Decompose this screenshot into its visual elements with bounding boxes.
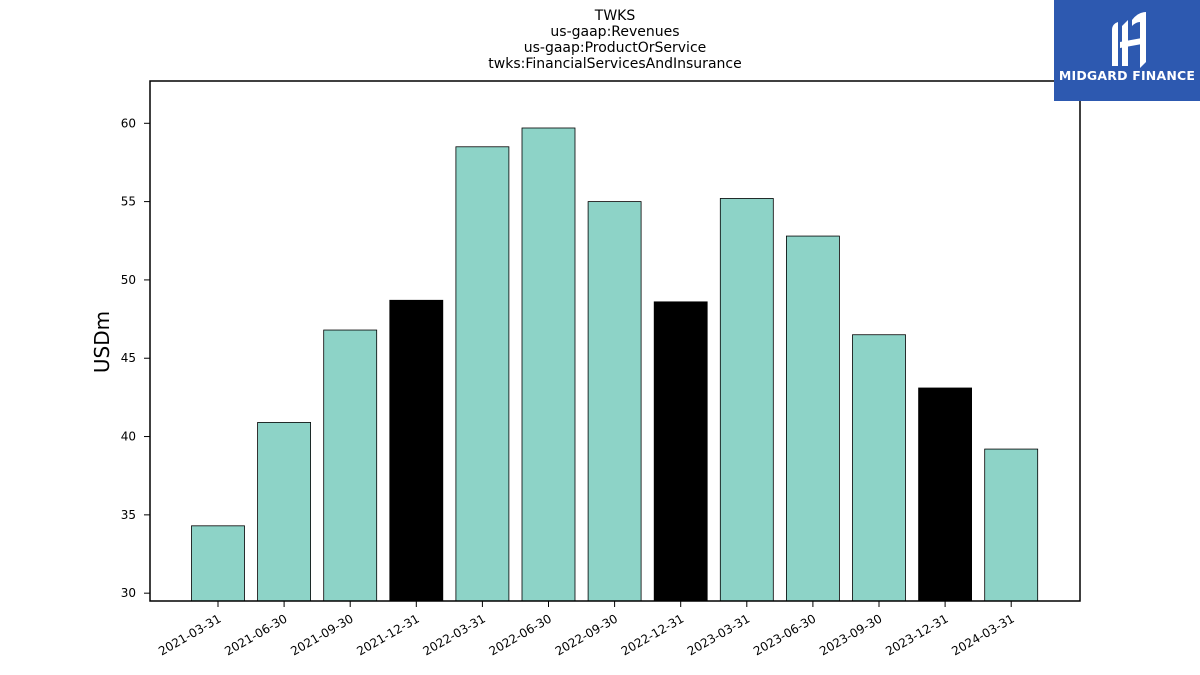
x-tick-label: 2022-09-30 <box>553 611 620 658</box>
bar <box>389 299 444 602</box>
bar <box>587 201 642 602</box>
x-tick-label: 2023-12-31 <box>883 611 950 658</box>
x-tick-label: 2021-06-30 <box>222 611 289 658</box>
bar <box>455 146 510 602</box>
bar <box>918 387 972 602</box>
chart-title-line: twks:FinancialServicesAndInsurance <box>488 56 741 72</box>
bar <box>323 329 378 602</box>
x-tick-label: 2023-09-30 <box>817 611 884 658</box>
x-axis: 2021-03-312021-06-302021-09-302021-12-31… <box>156 601 1017 658</box>
chart-title-line: us-gaap:ProductOrService <box>524 40 707 56</box>
bars-group <box>191 127 1039 602</box>
bar <box>786 235 840 602</box>
x-tick-label: 2021-03-31 <box>156 611 223 658</box>
y-axis-label: USDm <box>90 311 114 373</box>
x-tick-label: 2023-06-30 <box>751 611 818 658</box>
x-tick-label: 2022-03-31 <box>420 611 487 658</box>
chart-title: TWKSus-gaap:Revenuesus-gaap:ProductOrSer… <box>488 8 741 72</box>
y-tick-label: 50 <box>121 273 136 287</box>
bar <box>257 422 312 602</box>
plot-frame <box>149 80 1081 602</box>
x-tick-label: 2021-12-31 <box>354 611 421 658</box>
x-tick-label: 2022-12-31 <box>619 611 686 658</box>
y-tick-label: 30 <box>121 586 136 600</box>
x-tick-label: 2021-09-30 <box>288 611 355 658</box>
x-tick-label: 2024-03-31 <box>949 611 1016 658</box>
y-tick-label: 60 <box>121 116 136 130</box>
y-tick-label: 45 <box>121 351 136 365</box>
bar <box>653 301 708 602</box>
chart-title-line: us-gaap:Revenues <box>550 24 679 40</box>
y-tick-label: 40 <box>121 430 136 444</box>
bar <box>719 198 774 602</box>
midgard-finance-logo: MIDGARD FINANCE <box>1054 0 1200 101</box>
bar <box>521 127 576 602</box>
bar <box>191 525 245 602</box>
x-tick-label: 2022-06-30 <box>487 611 554 658</box>
midgard-logo-icon <box>1112 12 1146 68</box>
bar <box>984 448 1039 602</box>
y-tick-label: 55 <box>121 195 136 209</box>
y-tick-label: 35 <box>121 508 136 522</box>
logo-text: MIDGARD FINANCE <box>1058 68 1196 83</box>
y-axis: 30 35 40 45 50 55 60 <box>121 116 150 600</box>
x-tick-label: 2023-03-31 <box>685 611 752 658</box>
chart-title-line: TWKS <box>594 8 636 24</box>
bar <box>852 334 906 602</box>
